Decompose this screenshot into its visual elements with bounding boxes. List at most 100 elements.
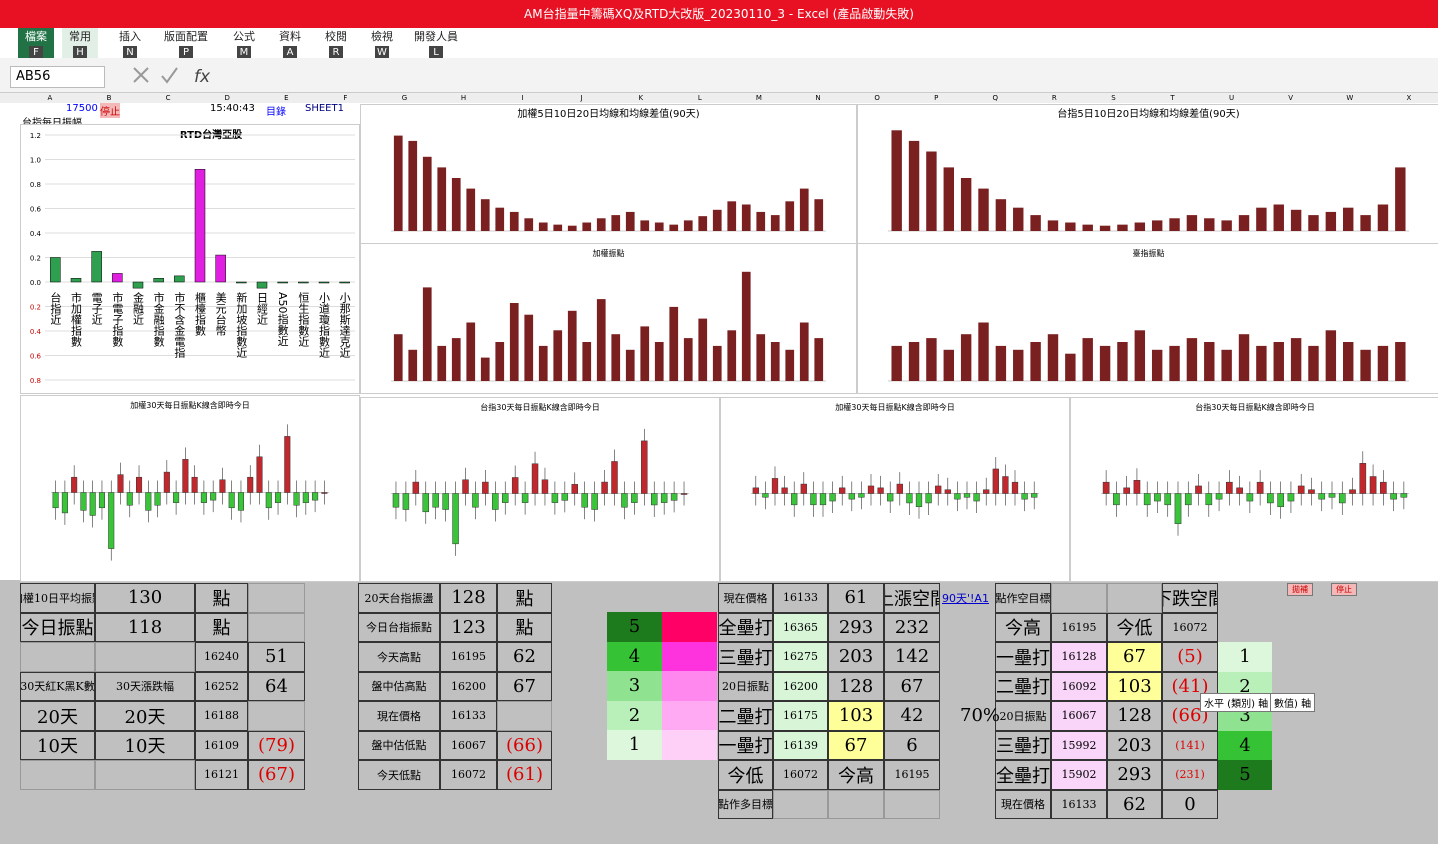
chart: 加權30天每日振點K線含即時今日 xyxy=(720,397,1070,582)
ribbon-tab[interactable]: 資料 A xyxy=(279,30,301,59)
table-cell: 67 xyxy=(1107,642,1162,672)
table-cell: 62 xyxy=(1107,789,1162,819)
bar xyxy=(654,222,664,231)
ribbon-tab[interactable]: 校閱 R xyxy=(325,30,347,59)
bar xyxy=(1308,215,1319,231)
candle xyxy=(52,492,59,509)
table-cell: 16072 xyxy=(1162,612,1218,642)
bar xyxy=(756,334,766,381)
ribbon-tab[interactable]: 開發人員 L xyxy=(414,30,458,59)
bar xyxy=(770,342,780,381)
candle xyxy=(1205,493,1213,506)
key-tip: A xyxy=(283,46,297,59)
candle xyxy=(887,493,894,502)
candle xyxy=(1164,493,1172,506)
table-cell: 一壘打 xyxy=(718,730,773,760)
bar xyxy=(1395,342,1406,381)
candle xyxy=(321,492,328,494)
level-color xyxy=(662,612,717,642)
ribbon-tab[interactable]: 常用 H xyxy=(62,28,98,59)
candle xyxy=(265,492,272,509)
candle xyxy=(591,493,598,510)
bar xyxy=(926,151,937,231)
bar xyxy=(1238,334,1250,381)
bar xyxy=(437,167,447,231)
bar xyxy=(451,178,461,231)
sheet-header-label: 台指每日振幅 xyxy=(22,118,82,129)
candle xyxy=(1349,489,1356,494)
table-cell: 15992 xyxy=(1051,730,1107,760)
table-cell: 16240 xyxy=(195,642,248,672)
candle xyxy=(641,440,648,494)
table-cell: 16128 xyxy=(1051,642,1107,672)
ribbon-tab[interactable]: 公式 M xyxy=(233,30,255,59)
candle xyxy=(1287,493,1295,502)
bar xyxy=(1273,204,1284,231)
candle xyxy=(983,489,990,494)
bar xyxy=(91,251,102,283)
table-cell: 16109 xyxy=(195,730,248,760)
chart-title: 加權振點 xyxy=(593,248,625,258)
bar xyxy=(509,211,519,231)
candle xyxy=(791,493,798,506)
ribbon-tab[interactable]: 檢視 W xyxy=(371,30,393,59)
bar xyxy=(582,222,592,231)
table-cell: 點 xyxy=(497,583,552,613)
bar xyxy=(669,224,679,231)
table-cell: 16139 xyxy=(773,730,828,760)
candle xyxy=(1021,493,1028,500)
button[interactable]: 拋補 xyxy=(1287,583,1313,596)
candle xyxy=(896,483,903,494)
table-cell: 上漲空間 xyxy=(884,583,940,613)
bar xyxy=(741,271,751,381)
ribbon-tab[interactable]: 版面配置 P xyxy=(164,30,208,59)
bar xyxy=(298,281,309,284)
bar xyxy=(495,207,505,231)
bar xyxy=(1290,338,1302,381)
bar xyxy=(596,218,606,231)
hyperlink[interactable]: 90天'!A1 xyxy=(942,592,989,605)
table-cell: 16195 xyxy=(1051,612,1107,642)
table-cell: 16072 xyxy=(773,760,828,790)
candle xyxy=(219,479,226,493)
x-tick-label: 新加坡指數近 xyxy=(235,291,248,358)
sheet-header-stop: 停止 xyxy=(100,103,120,118)
chart: 台指30天每日振點K線含即時今日 xyxy=(360,397,720,582)
level-color xyxy=(662,641,717,671)
bar xyxy=(1395,167,1406,231)
table-cell: 232 xyxy=(884,612,940,642)
table-cell: 16133 xyxy=(440,701,497,731)
candle xyxy=(1154,493,1161,502)
x-tick-label: 電子近 xyxy=(90,292,103,325)
table-cell: 16275 xyxy=(773,642,828,672)
candle xyxy=(1113,493,1120,506)
button[interactable]: 停止 xyxy=(1331,583,1357,596)
table-cell: (67) xyxy=(248,760,305,790)
candle xyxy=(601,481,608,494)
candle xyxy=(117,474,124,493)
ribbon-tab[interactable]: 檔案 F xyxy=(18,28,54,59)
column-header: H xyxy=(460,94,467,102)
key-tip: L xyxy=(429,46,443,59)
candle xyxy=(973,493,980,502)
candle xyxy=(1328,493,1336,498)
candle xyxy=(551,493,559,503)
svg-text:fx: fx xyxy=(194,67,211,87)
candle xyxy=(80,492,87,511)
table-cell: 盤中估高點 xyxy=(358,671,440,701)
bar xyxy=(1065,353,1076,381)
candle xyxy=(1002,476,1009,494)
table-cell: 16365 xyxy=(773,612,828,642)
table-cell: 20日振點 xyxy=(995,701,1051,731)
bar xyxy=(943,167,954,231)
key-tip: M xyxy=(237,46,251,59)
ribbon-tab[interactable]: 插入 N xyxy=(119,30,141,59)
bar xyxy=(1134,222,1146,231)
name-box[interactable]: AB56 xyxy=(10,66,105,88)
bar xyxy=(236,281,247,284)
candle xyxy=(1215,493,1223,500)
candle xyxy=(511,477,519,494)
table-cell: 16252 xyxy=(195,671,248,701)
candle xyxy=(182,459,189,493)
chart: 加權振點 xyxy=(360,243,857,394)
